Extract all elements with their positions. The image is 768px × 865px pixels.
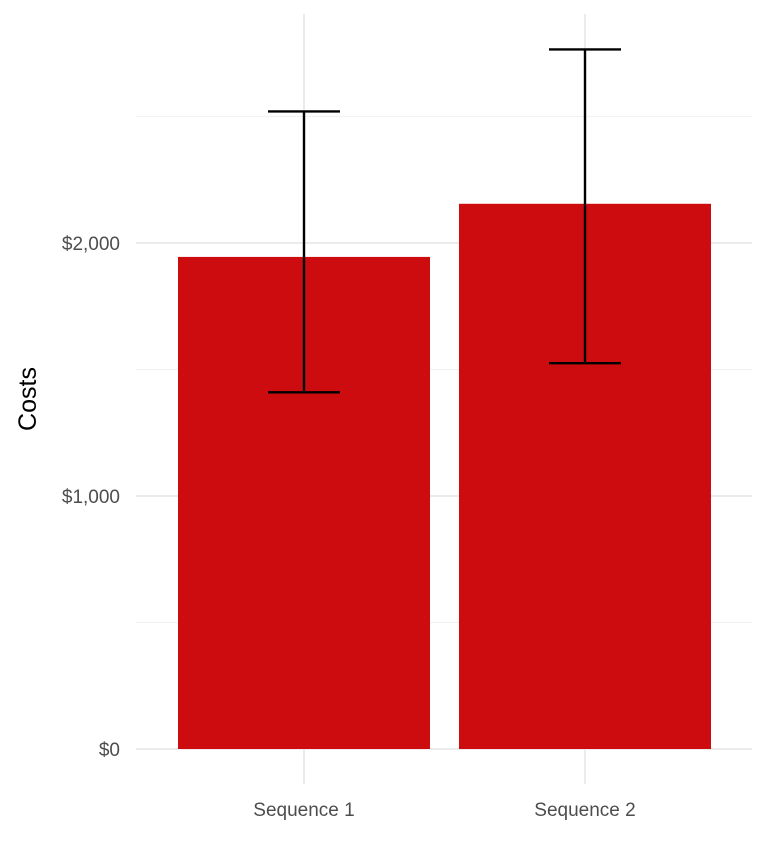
x-tick-label: Sequence 2	[534, 800, 635, 821]
y-tick-label: $1,000	[62, 487, 120, 508]
y-tick-label: $0	[99, 740, 120, 761]
bars	[178, 203, 711, 749]
x-axis-tick-labels: Sequence 1 Sequence 2	[253, 800, 635, 821]
x-tick-label: Sequence 1	[253, 800, 354, 821]
y-axis-tick-labels: $0 $1,000 $2,000	[62, 234, 120, 761]
y-tick-label: $2,000	[62, 234, 120, 255]
y-axis-title: Costs	[14, 367, 42, 431]
error-bars	[268, 48, 621, 394]
